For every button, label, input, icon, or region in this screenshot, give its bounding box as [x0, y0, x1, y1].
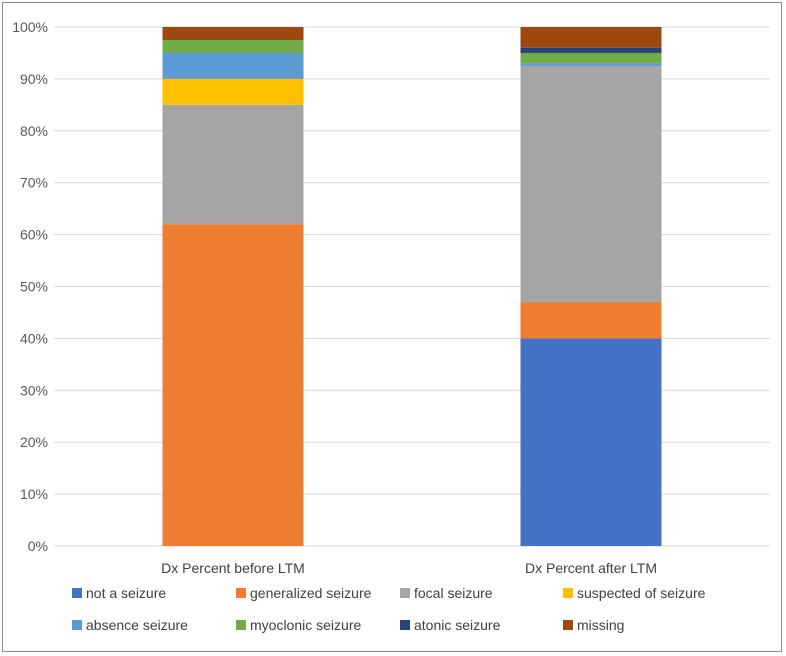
bar-segment-focal-seizure-before: [162, 104, 304, 225]
x-axis-categories: Dx Percent before LTM Dx Percent after LT…: [161, 560, 657, 576]
bar-segment-focal-seizure-after: [520, 65, 662, 303]
legend-label-absence-seizure: absence seizure: [86, 617, 188, 633]
legend-label-missing: missing: [577, 617, 624, 633]
bar-segment-myoclonic-seizure-after: [520, 52, 662, 64]
y-tick-label: 0%: [28, 538, 48, 554]
legend-swatch-missing: [563, 620, 573, 630]
y-tick-label: 40%: [20, 330, 48, 346]
x-category-label: Dx Percent after LTM: [525, 560, 657, 576]
gridlines: [54, 26, 770, 547]
bar-segment-myoclonic-seizure-before: [162, 39, 304, 53]
legend-label-generalized-seizure: generalized seizure: [250, 585, 372, 601]
legend-swatch-suspected-of-seizure: [563, 588, 573, 598]
y-tick-label: 60%: [20, 227, 48, 243]
legend-swatch-not-a-seizure: [72, 588, 82, 598]
bar-segment-not-a-seizure-after: [520, 338, 662, 546]
bar-segment-atonic-seizure-after: [520, 47, 662, 53]
bar-segment-suspected-of-seizure-before: [162, 78, 304, 105]
legend-label-suspected-of-seizure: suspected of seizure: [577, 585, 706, 601]
bar-segment-absence-seizure-before: [162, 52, 304, 79]
y-tick-label: 10%: [20, 486, 48, 502]
bars: [162, 27, 662, 546]
y-tick-label: 90%: [20, 71, 48, 87]
legend-swatch-generalized-seizure: [236, 588, 246, 598]
legend-swatch-absence-seizure: [72, 620, 82, 630]
legend-label-myoclonic-seizure: myoclonic seizure: [250, 617, 361, 633]
y-axis-ticks: 0% 10% 20% 30% 40% 50% 60% 70% 80% 90% 100%: [12, 19, 48, 554]
y-tick-label: 80%: [20, 123, 48, 139]
legend-label-atonic-seizure: atonic seizure: [414, 617, 501, 633]
y-tick-label: 70%: [20, 175, 48, 191]
y-tick-label: 30%: [20, 382, 48, 398]
legend-label-not-a-seizure: not a seizure: [86, 585, 166, 601]
bar-segment-missing-after: [520, 27, 662, 48]
y-tick-label: 50%: [20, 279, 48, 295]
legend-label-focal-seizure: focal seizure: [414, 585, 493, 601]
bar-segment-missing-before: [162, 27, 304, 40]
y-tick-label: 100%: [12, 19, 48, 35]
y-tick-label: 20%: [20, 434, 48, 450]
x-category-label: Dx Percent before LTM: [161, 560, 305, 576]
legend-swatch-myoclonic-seizure: [236, 620, 246, 630]
legend-swatch-focal-seizure: [400, 588, 410, 598]
bar-segment-generalized-seizure-before: [162, 224, 304, 546]
legend: not a seizure generalized seizure focal se…: [72, 585, 706, 633]
bar-segment-absence-seizure-after: [520, 63, 662, 66]
legend-swatch-atonic-seizure: [400, 620, 410, 630]
bar-segment-generalized-seizure-after: [520, 302, 662, 339]
